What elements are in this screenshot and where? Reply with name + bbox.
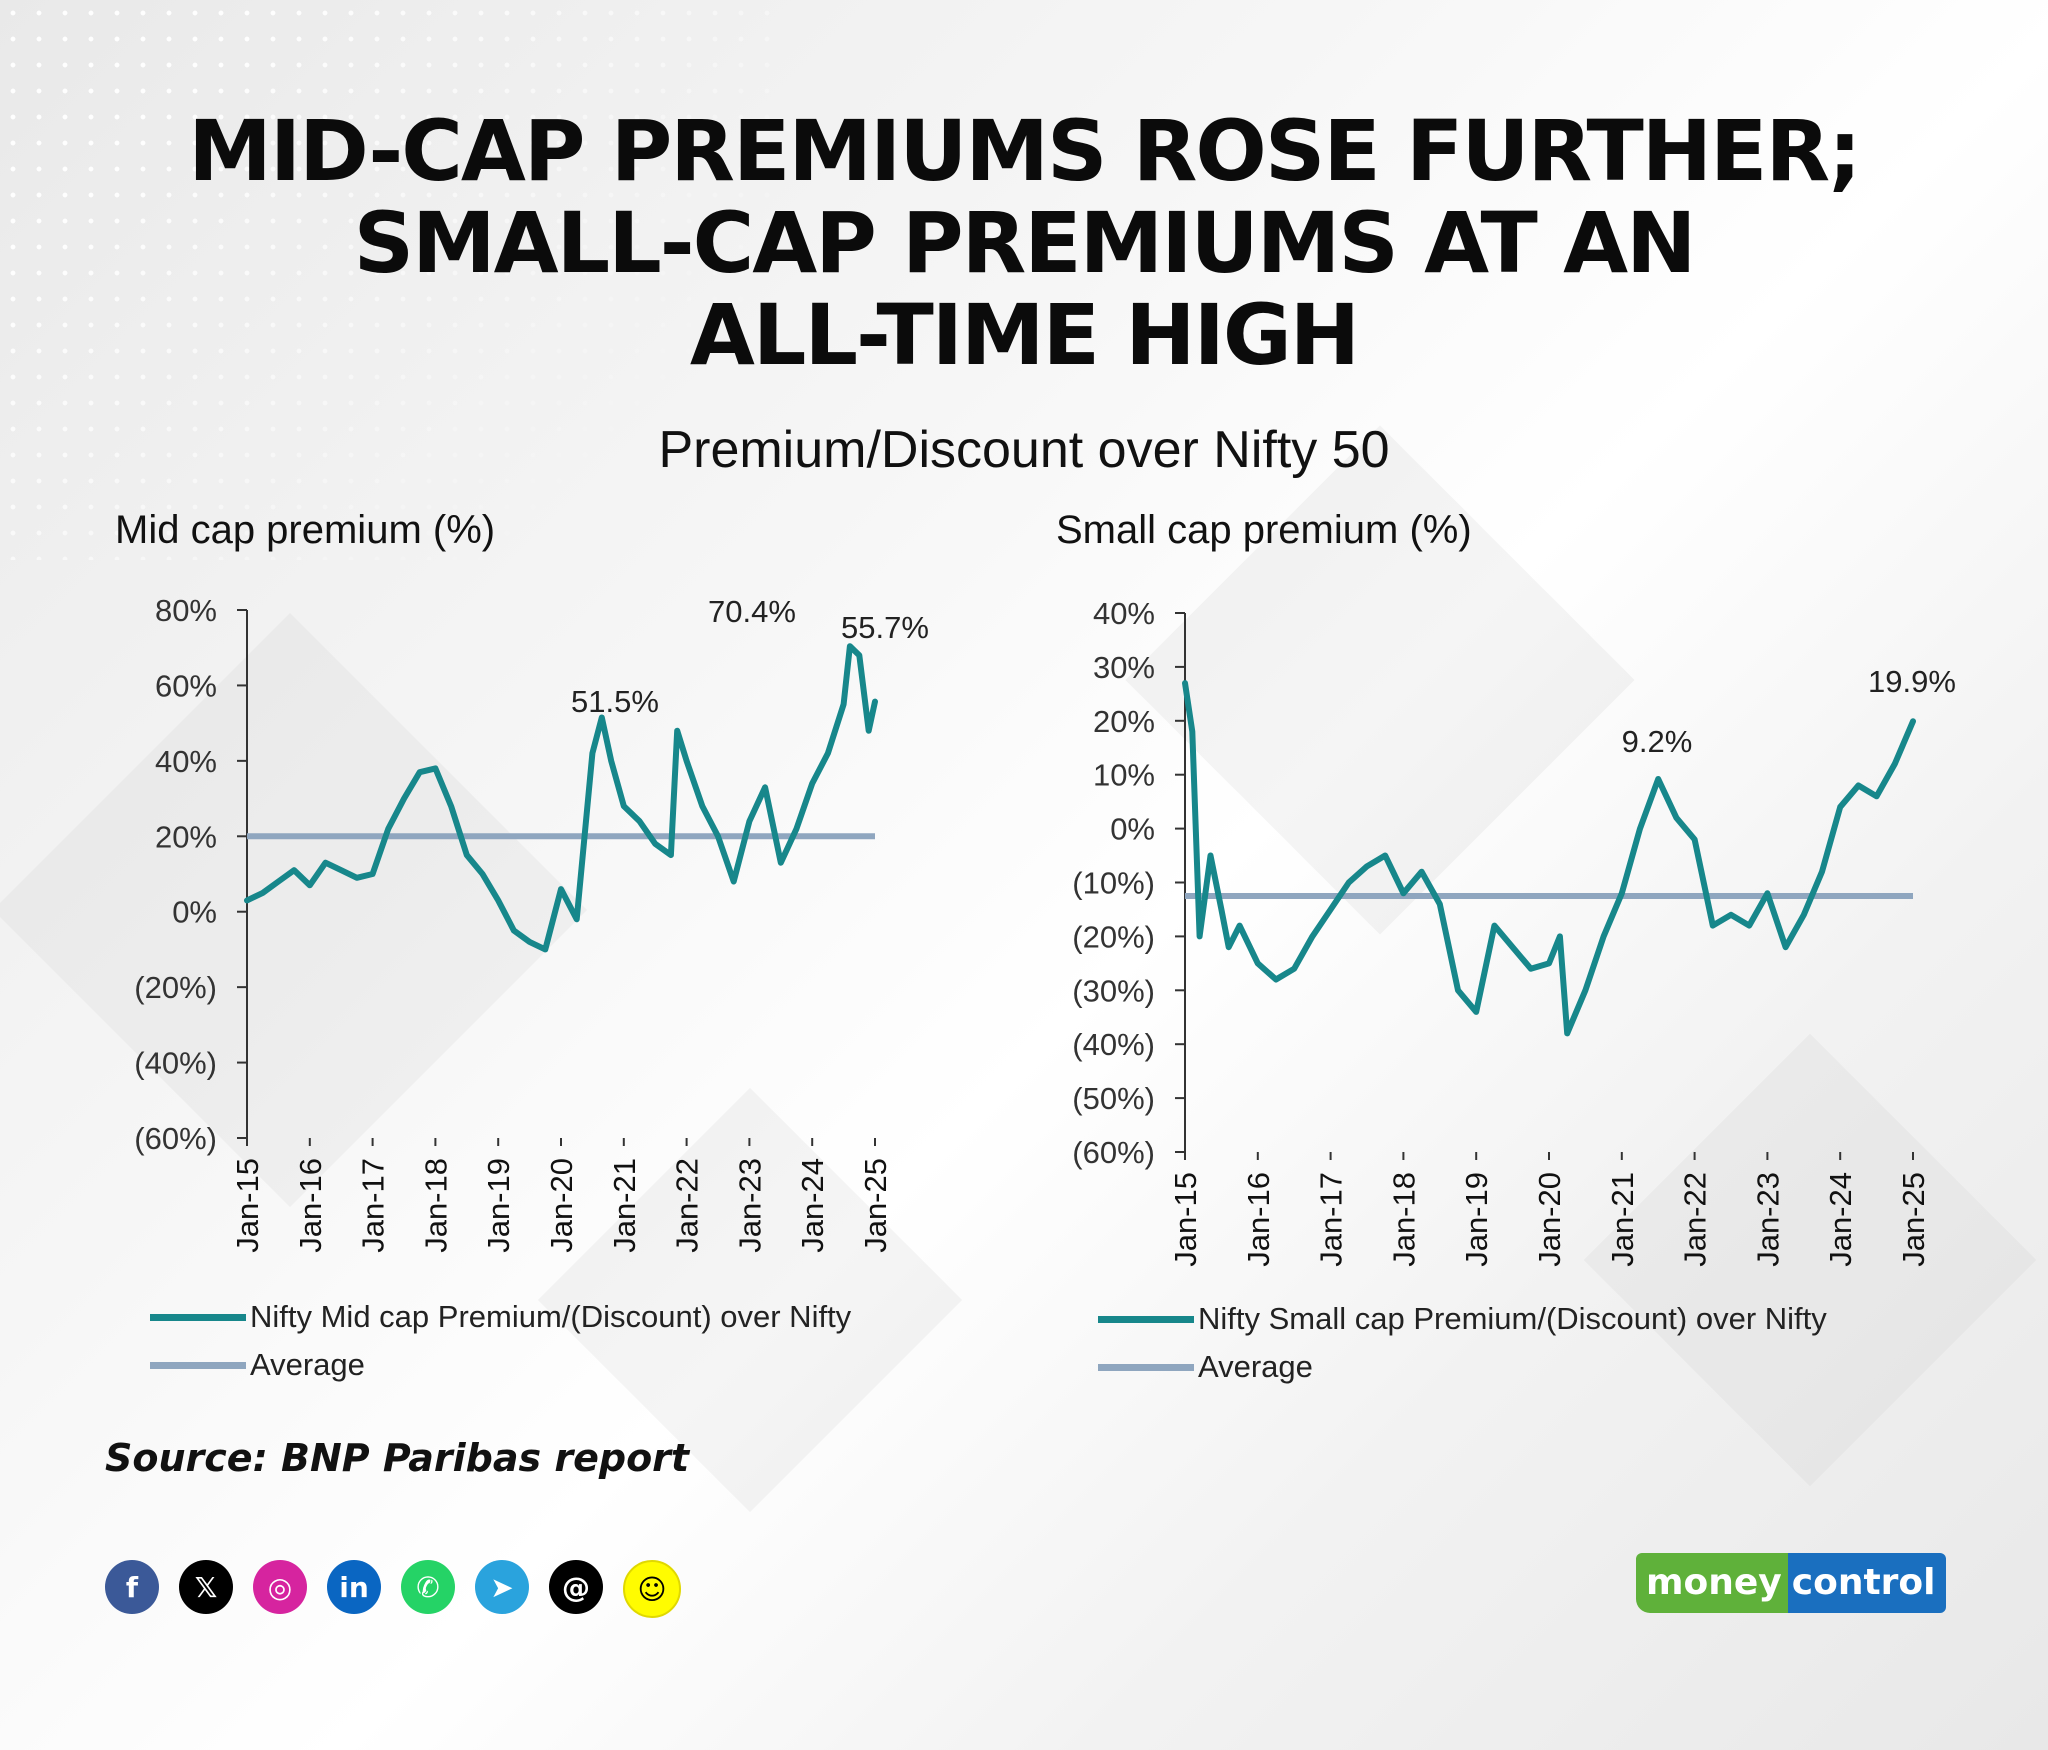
- legend-item-series: Nifty Small cap Premium/(Discount) over …: [1098, 1295, 1827, 1343]
- data-label: 55.7%: [841, 610, 929, 645]
- x-tick-label: Jan-22: [1678, 1172, 1713, 1267]
- series-line: [1182, 680, 1916, 1037]
- logo-part-control: control: [1787, 1553, 1946, 1613]
- x-tick-label: Jan-25: [858, 1158, 893, 1253]
- legend-label-average: Average: [1198, 1349, 1313, 1384]
- source-note: Source: BNP Paribas report: [105, 1436, 690, 1480]
- moneycontrol-logo: money control: [1636, 1553, 1946, 1613]
- x-icon[interactable]: 𝕏: [179, 1560, 233, 1614]
- legend-swatch-average: [150, 1361, 246, 1369]
- x-tick-label: Jan-18: [418, 1158, 453, 1253]
- y-tick-label: 30%: [1093, 650, 1155, 685]
- y-tick-label: (50%): [1072, 1081, 1155, 1116]
- legend-label-series: Nifty Mid cap Premium/(Discount) over Ni…: [250, 1299, 852, 1334]
- y-tick-label: 0%: [1110, 812, 1155, 847]
- data-label: 19.9%: [1868, 664, 1956, 699]
- subtitle: Premium/Discount over Nifty 50: [658, 421, 1390, 479]
- logo-part-money: money: [1636, 1553, 1788, 1613]
- y-tick-label: 10%: [1093, 758, 1155, 793]
- y-tick-label: (60%): [134, 1121, 217, 1156]
- mid-cap-chart-title: Mid cap premium (%): [115, 508, 496, 552]
- y-tick-label: 80%: [155, 593, 217, 628]
- headline-line-2: SMALL-CAP PREMIUMS AT AN: [353, 194, 1697, 292]
- x-tick-label: Jan-22: [670, 1158, 705, 1253]
- x-tick-label: Jan-16: [1241, 1172, 1276, 1267]
- x-tick-label: Jan-21: [1605, 1172, 1640, 1267]
- y-tick-label: (60%): [1072, 1135, 1155, 1170]
- legend-swatch-average: [1098, 1363, 1194, 1371]
- x-tick-label: Jan-15: [1168, 1172, 1203, 1267]
- data-label: 51.5%: [571, 684, 659, 719]
- legend-swatch-series: [1098, 1315, 1194, 1323]
- y-tick-label: 40%: [1093, 596, 1155, 631]
- y-tick-label: (10%): [1072, 866, 1155, 901]
- facebook-icon[interactable]: f: [105, 1560, 159, 1614]
- legend-label-average: Average: [250, 1347, 365, 1382]
- x-tick-label: Jan-24: [1823, 1172, 1858, 1267]
- headline-line-1: MID-CAP PREMIUMS ROSE FURTHER;: [188, 102, 1861, 200]
- y-tick-label: (20%): [134, 970, 217, 1005]
- dot-pattern: [0, 0, 780, 560]
- legend-item-average: Average: [150, 1341, 851, 1389]
- y-tick-label: (20%): [1072, 919, 1155, 954]
- instagram-icon[interactable]: ◎: [253, 1560, 307, 1614]
- x-tick-label: Jan-24: [795, 1158, 830, 1253]
- x-tick-label: Jan-16: [293, 1158, 328, 1253]
- y-tick-label: 20%: [155, 819, 217, 854]
- headline-line-3: ALL-TIME HIGH: [689, 286, 1360, 384]
- headline: MID-CAP PREMIUMS ROSE FURTHER; SMALL-CAP…: [0, 105, 2048, 381]
- x-tick-label: Jan-21: [607, 1158, 642, 1253]
- social-icons: f 𝕏 ◎ in ✆ ➤ @ ☺: [105, 1560, 681, 1618]
- legend-item-series: Nifty Mid cap Premium/(Discount) over Ni…: [150, 1293, 851, 1341]
- legend-swatch-series: [150, 1313, 246, 1321]
- y-tick-label: (40%): [134, 1046, 217, 1081]
- y-tick-label: (40%): [1072, 1027, 1155, 1062]
- x-tick-label: Jan-19: [1459, 1172, 1494, 1267]
- x-tick-label: Jan-23: [1750, 1172, 1785, 1267]
- linkedin-icon[interactable]: in: [327, 1560, 381, 1614]
- x-tick-label: Jan-17: [356, 1158, 391, 1253]
- small-cap-legend: Nifty Small cap Premium/(Discount) over …: [1098, 1295, 1827, 1391]
- x-tick-label: Jan-20: [1532, 1172, 1567, 1267]
- x-tick-label: Jan-25: [1896, 1172, 1931, 1267]
- x-tick-label: Jan-17: [1314, 1172, 1349, 1267]
- y-tick-label: 0%: [172, 895, 217, 930]
- x-tick-label: Jan-19: [481, 1158, 516, 1253]
- snapchat-icon[interactable]: ☺: [623, 1560, 681, 1618]
- mid-cap-legend: Nifty Mid cap Premium/(Discount) over Ni…: [150, 1293, 851, 1389]
- whatsapp-icon[interactable]: ✆: [401, 1560, 455, 1614]
- y-tick-label: (30%): [1072, 973, 1155, 1008]
- data-label: 9.2%: [1622, 724, 1693, 759]
- y-tick-label: 20%: [1093, 704, 1155, 739]
- legend-label-series: Nifty Small cap Premium/(Discount) over …: [1198, 1301, 1827, 1336]
- telegram-icon[interactable]: ➤: [475, 1560, 529, 1614]
- threads-icon[interactable]: @: [549, 1560, 603, 1614]
- data-label: 70.4%: [708, 594, 796, 629]
- x-tick-label: Jan-18: [1386, 1172, 1421, 1267]
- x-tick-label: Jan-23: [732, 1158, 767, 1253]
- x-tick-label: Jan-20: [544, 1158, 579, 1253]
- legend-item-average: Average: [1098, 1343, 1827, 1391]
- series-line: [244, 643, 878, 953]
- y-tick-label: 40%: [155, 744, 217, 779]
- x-tick-label: Jan-15: [230, 1158, 265, 1253]
- y-tick-label: 60%: [155, 668, 217, 703]
- small-cap-chart-title: Small cap premium (%): [1056, 508, 1472, 552]
